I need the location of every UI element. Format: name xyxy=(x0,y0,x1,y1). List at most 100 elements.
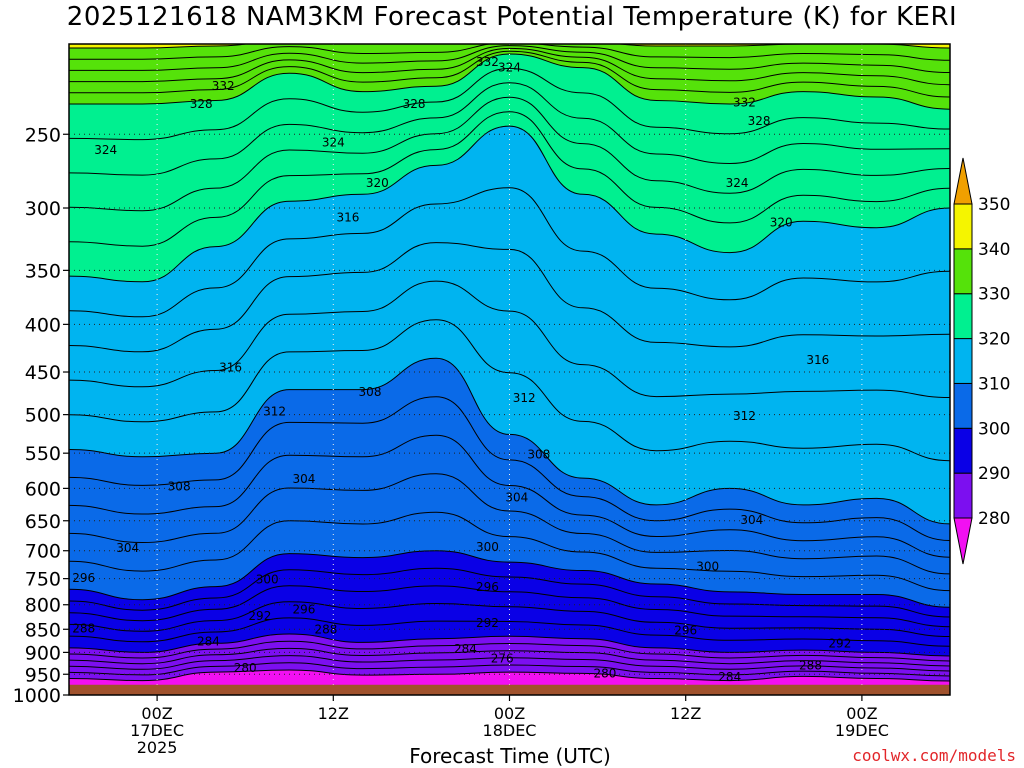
contour-label-3: 324 xyxy=(322,135,345,149)
contour-label-18: 308 xyxy=(359,385,382,399)
chart-title: 2025121618 NAM3KM Forecast Potential Tem… xyxy=(66,2,958,32)
contour-label-41: 276 xyxy=(491,652,514,666)
colorbar-label-340: 340 xyxy=(978,240,1010,260)
contour-label-39: 284 xyxy=(454,642,477,656)
contour-label-35: 288 xyxy=(72,621,95,635)
colorbar-min-arrow xyxy=(953,517,973,565)
contour-label-29: 296 xyxy=(476,580,499,594)
colorbar-segment-340 xyxy=(953,203,973,250)
colorbar-segment-310 xyxy=(953,338,973,384)
isentrope-294 xyxy=(69,601,950,637)
x-tick-label-0-1: 17DEC xyxy=(130,721,184,740)
colorbar-label-330: 330 xyxy=(978,285,1010,305)
contour-label-4: 328 xyxy=(403,97,426,111)
contour-label-42: 280 xyxy=(234,661,257,675)
isentrope-324 xyxy=(69,96,950,212)
x-tick-label-0-0: 00Z xyxy=(141,704,172,723)
contour-label-34: 292 xyxy=(828,636,851,650)
grid-lines xyxy=(69,44,950,695)
isentrope-302 xyxy=(69,511,950,592)
isentrope-312 xyxy=(69,319,950,462)
isentrope-320 xyxy=(69,125,950,283)
contour-label-2: 324 xyxy=(94,143,117,157)
colorbar-segment-300 xyxy=(953,382,973,429)
isentrope-304 xyxy=(69,473,950,575)
isentrope-340 xyxy=(69,44,950,49)
contour-label-11: 324 xyxy=(726,176,749,190)
y-tick-label-950: 950 xyxy=(25,664,61,686)
contour-label-15: 312 xyxy=(263,404,286,418)
colorbar-segment-290 xyxy=(953,427,973,474)
isentrope-280 xyxy=(69,669,950,682)
isentrope-314 xyxy=(69,280,950,398)
contour-label-24: 304 xyxy=(116,541,139,555)
contour-label-1: 328 xyxy=(190,97,213,111)
isentrope-286 xyxy=(69,647,950,667)
colorbar-label-350: 350 xyxy=(978,195,1010,215)
isentrope-326 xyxy=(69,82,950,176)
y-tick-label-600: 600 xyxy=(25,478,61,500)
isentrope-336 xyxy=(69,45,950,73)
y-axis: 2503003504004505005506006507007508008509… xyxy=(13,124,69,707)
y-tick-label-750: 750 xyxy=(25,569,61,591)
contour-label-26: 300 xyxy=(696,560,719,574)
isentrope-328 xyxy=(69,67,950,141)
colorbar-segment-330 xyxy=(953,248,973,295)
isentrope-lines xyxy=(69,44,950,682)
isentrope-334 xyxy=(69,47,950,86)
contour-label-13: 316 xyxy=(219,360,242,374)
contour-label-23: 304 xyxy=(740,513,763,527)
contour-label-32: 292 xyxy=(248,609,271,623)
colorbar-label-320: 320 xyxy=(978,330,1010,350)
contour-label-22: 304 xyxy=(505,491,528,505)
contour-label-19: 308 xyxy=(527,448,550,462)
isentrope-290 xyxy=(69,633,950,657)
terrain-ground xyxy=(69,684,950,695)
contour-label-7: 320 xyxy=(366,176,389,190)
contour-label-5: 332 xyxy=(476,55,499,69)
colorbar-label-280: 280 xyxy=(978,509,1010,529)
y-tick-label-700: 700 xyxy=(25,541,61,563)
x-tick-label-2-1: 18DEC xyxy=(483,721,537,740)
colorbar-label-300: 300 xyxy=(978,419,1010,439)
y-tick-label-400: 400 xyxy=(25,314,61,336)
x-tick-label-4-0: 00Z xyxy=(846,704,877,723)
isentrope-306 xyxy=(69,434,950,558)
colorbar-label-310: 310 xyxy=(978,374,1010,394)
contour-label-25: 300 xyxy=(476,540,499,554)
ground-fill xyxy=(69,684,950,695)
y-tick-label-350: 350 xyxy=(25,260,61,282)
isentrope-300 xyxy=(69,550,950,608)
colorbar-segment-320 xyxy=(953,293,973,340)
contour-label-31: 296 xyxy=(674,624,697,638)
contour-label-28: 296 xyxy=(72,571,95,585)
x-axis-title: Forecast Time (UTC) xyxy=(409,744,611,768)
x-tick-label-3-0: 12Z xyxy=(670,704,701,723)
contour-label-8: 316 xyxy=(337,210,360,224)
contour-label-9: 332 xyxy=(733,95,756,109)
isentrope-284 xyxy=(69,655,950,672)
contour-label-16: 312 xyxy=(513,391,536,405)
contour-label-37: 288 xyxy=(799,659,822,673)
contour-label-38: 284 xyxy=(197,634,220,648)
y-tick-label-300: 300 xyxy=(25,198,61,220)
isentrope-338 xyxy=(69,44,950,61)
contour-label-12: 320 xyxy=(770,216,793,230)
isentrope-288 xyxy=(69,640,950,662)
y-tick-label-800: 800 xyxy=(25,595,61,617)
watermark-link[interactable]: coolwx.com/models xyxy=(852,746,1016,765)
isentrope-322 xyxy=(69,111,950,247)
x-tick-label-1-0: 12Z xyxy=(318,704,349,723)
isentrope-298 xyxy=(69,567,950,618)
y-tick-label-650: 650 xyxy=(25,511,61,533)
x-tick-label-2-0: 00Z xyxy=(494,704,525,723)
y-tick-label-250: 250 xyxy=(25,124,61,146)
contour-label-21: 304 xyxy=(292,472,315,486)
contour-label-14: 316 xyxy=(806,353,829,367)
isentrope-296 xyxy=(69,585,950,628)
colorbar: 280 290 300 310 320 330 340 350 xyxy=(953,157,1010,565)
contour-label-40: 284 xyxy=(718,670,741,684)
